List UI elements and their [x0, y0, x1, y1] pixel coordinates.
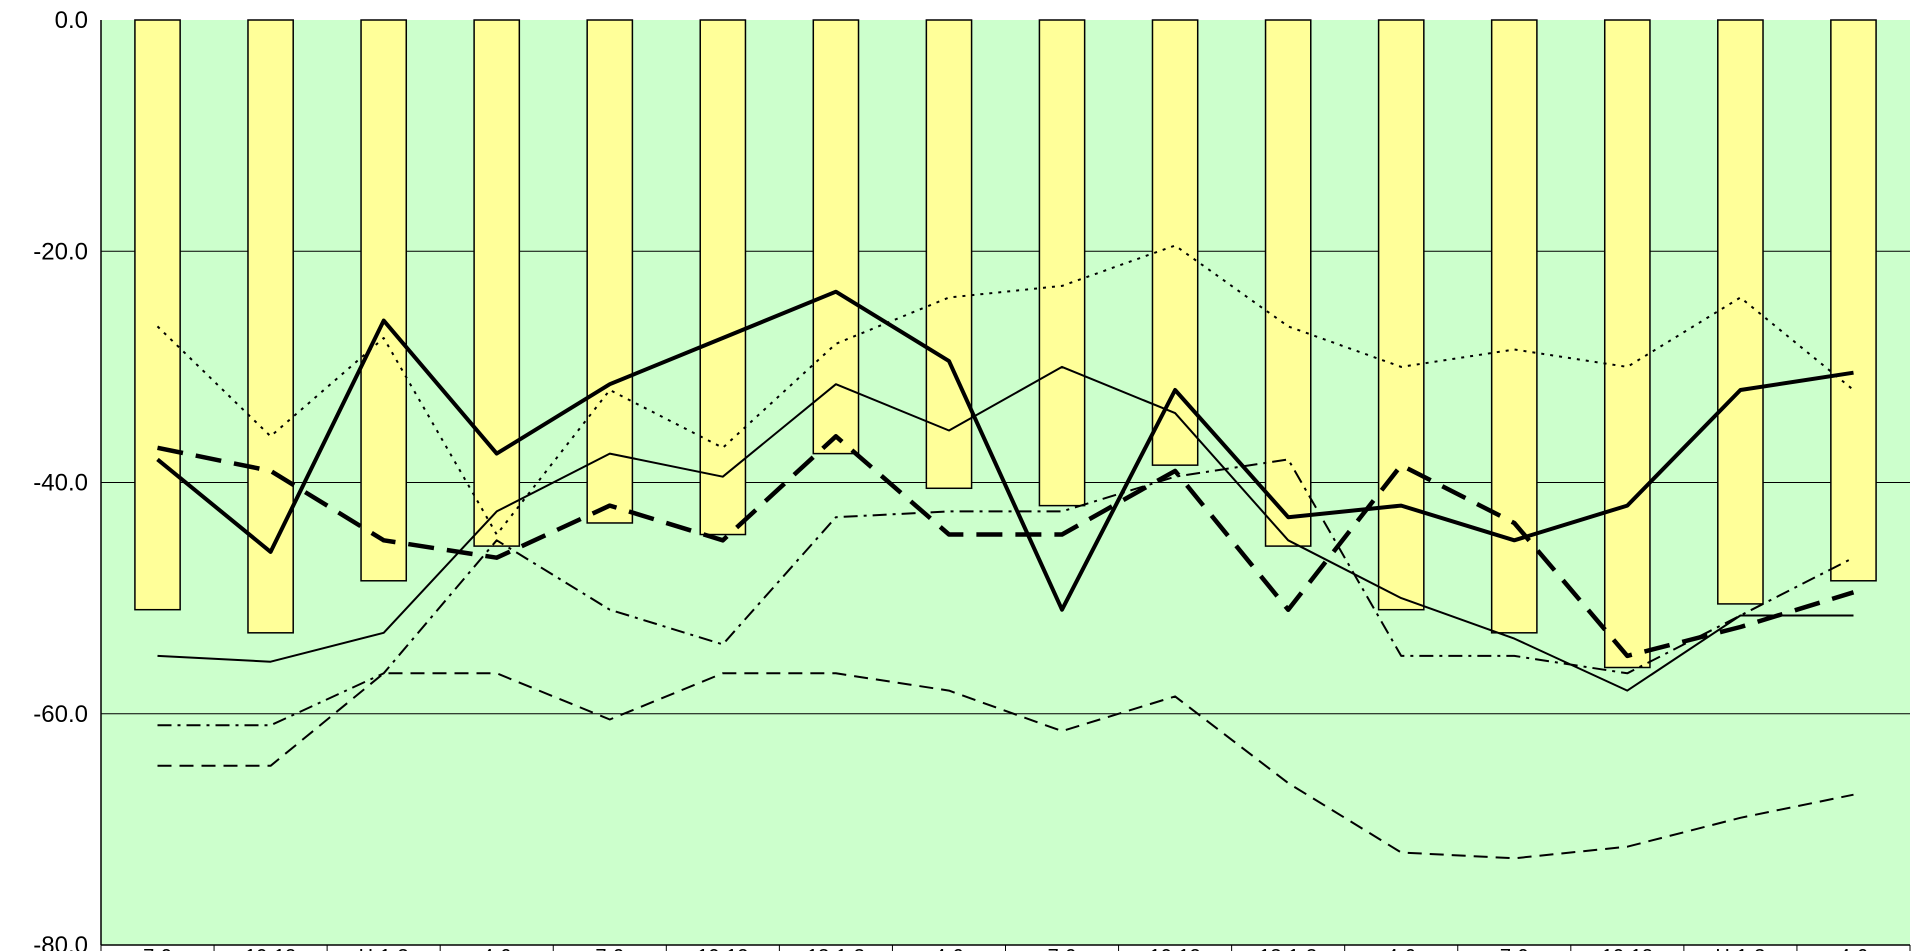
- y-tick-label: 0.0: [55, 7, 88, 34]
- bar: [812, 19, 860, 455]
- bar: [247, 19, 294, 634]
- line-series: [156, 244, 1855, 860]
- x-tick-label: H-1-3: [359, 946, 409, 951]
- x-tick-label: 13-1-3: [1259, 946, 1317, 951]
- bar: [1377, 19, 1425, 611]
- y-tick-label: -60.0: [33, 701, 88, 728]
- bar: [1151, 19, 1199, 466]
- x-tick-label: 7-9: [595, 946, 624, 951]
- bar: [473, 19, 521, 547]
- y-axis-tick-labels: 0.0 -20.0 -40.0 -60.0 -80.0: [33, 7, 88, 951]
- x-tick-label: 7-9: [1500, 946, 1529, 951]
- x-tick-label: 7-9: [143, 946, 172, 951]
- x-tick-label: 4-6: [1839, 946, 1868, 951]
- bar: [1830, 19, 1877, 582]
- bar: [1603, 19, 1651, 669]
- x-tick-label: 4-6: [935, 946, 964, 951]
- x-axis-tick-labels: 7-9 10-12 H-1-3 4-6 7-9 10-12 13-1-3 4-6 7-9 10-1…: [143, 946, 1868, 951]
- bar: [1490, 19, 1538, 634]
- y-tick-label: -80.0: [33, 932, 88, 951]
- series-line-dotted: [156, 244, 1855, 536]
- x-tick-label: 4-6: [1387, 946, 1416, 951]
- axes: [100, 20, 1911, 951]
- series-line-thick-solid: [156, 289, 1854, 612]
- x-tick-label: 10-12: [245, 946, 296, 951]
- x-tick-label: 10-12: [1150, 946, 1201, 951]
- y-tick-label: -20.0: [33, 238, 88, 265]
- bar: [134, 19, 181, 611]
- bar: [1038, 19, 1086, 507]
- series-line-thin-dashed: [157, 672, 1854, 860]
- bar: [925, 19, 973, 490]
- series-line-thick-dashed: [157, 434, 1855, 659]
- x-tick-label: 4-6: [482, 946, 511, 951]
- bar: [699, 19, 747, 536]
- bar: [586, 19, 634, 524]
- y-tick-label: -40.0: [33, 470, 88, 497]
- x-tick-label: 7-9: [1048, 946, 1077, 951]
- series-line-dash-dot: [157, 458, 1854, 727]
- x-tick-label: 13-1-3: [807, 946, 865, 951]
- bar: [1717, 19, 1764, 605]
- bar: [1264, 19, 1312, 547]
- x-tick-label: 10-12: [697, 946, 748, 951]
- bar: [360, 19, 408, 582]
- x-tick-label: 10-12: [1602, 946, 1653, 951]
- x-tick-label: H-1-3: [1715, 946, 1765, 951]
